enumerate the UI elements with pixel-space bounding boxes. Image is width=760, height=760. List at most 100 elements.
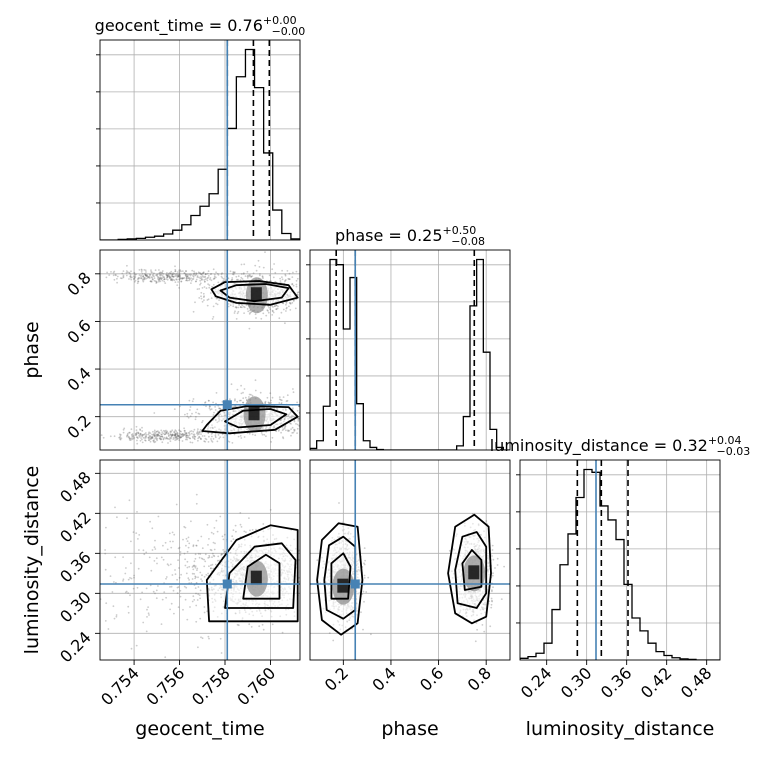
sample-point xyxy=(189,606,191,608)
sample-point xyxy=(142,549,145,552)
sample-point xyxy=(126,271,129,273)
sample-point xyxy=(152,434,155,437)
sample-point xyxy=(271,305,273,307)
sample-point xyxy=(207,270,210,273)
sample-point xyxy=(288,301,291,304)
sample-point xyxy=(120,437,123,440)
sample-point xyxy=(198,430,201,433)
sample-point xyxy=(142,279,144,282)
sample-point xyxy=(215,302,218,305)
sample-point xyxy=(248,313,251,315)
sample-point xyxy=(326,429,328,431)
sample-point xyxy=(160,433,163,436)
sample-point xyxy=(243,263,246,266)
sample-point xyxy=(192,430,195,433)
sample-point xyxy=(163,278,166,281)
sample-point xyxy=(172,275,174,278)
sample-point xyxy=(304,542,306,544)
sample-point xyxy=(169,430,172,433)
sample-point xyxy=(123,427,126,430)
sample-point xyxy=(150,280,153,283)
sample-point xyxy=(71,551,73,553)
sample-point xyxy=(130,540,132,543)
sample-point xyxy=(148,437,151,440)
sample-point xyxy=(105,526,107,529)
sample-point xyxy=(271,436,274,439)
sample-point xyxy=(291,432,294,434)
sample-point xyxy=(296,423,299,426)
sample-point xyxy=(171,574,174,576)
sample-point xyxy=(246,277,249,279)
sample-point xyxy=(181,433,184,435)
sample-point xyxy=(140,271,143,273)
sample-point xyxy=(202,272,204,275)
sample-point xyxy=(134,275,137,278)
sample-point xyxy=(171,434,174,437)
sample-point xyxy=(186,618,189,621)
sample-point xyxy=(155,433,158,436)
sample-point xyxy=(221,535,224,538)
sample-point xyxy=(209,427,212,429)
sample-point xyxy=(221,433,224,436)
sample-point xyxy=(233,312,236,314)
sample-point xyxy=(132,434,135,437)
sample-point xyxy=(202,271,205,274)
sample-point xyxy=(128,439,131,441)
sample-point xyxy=(92,633,94,635)
sample-point xyxy=(254,389,257,392)
sample-point xyxy=(251,275,254,277)
sample-point xyxy=(218,417,220,420)
sample-point xyxy=(182,435,184,437)
sample-point xyxy=(130,270,132,273)
sample-point xyxy=(230,425,233,428)
panel-content xyxy=(100,251,328,445)
sample-point xyxy=(170,433,173,436)
sample-point xyxy=(189,278,191,281)
sample-point xyxy=(234,410,237,412)
sample-point xyxy=(191,412,193,415)
sample-point xyxy=(241,306,243,309)
sample-point xyxy=(136,436,139,439)
sample-point xyxy=(122,274,125,277)
sample-point xyxy=(154,435,156,438)
sample-point xyxy=(148,273,151,276)
sample-point xyxy=(160,278,163,281)
sample-point xyxy=(228,413,231,416)
sample-point xyxy=(129,272,131,275)
sample-point xyxy=(282,437,285,440)
sample-point xyxy=(191,400,194,403)
sample-point xyxy=(135,644,138,647)
sample-point xyxy=(293,429,296,431)
sample-point xyxy=(112,271,115,274)
sample-point xyxy=(198,433,200,435)
sample-point xyxy=(231,277,234,279)
sample-point xyxy=(303,299,305,301)
sample-point xyxy=(237,306,240,309)
sample-point xyxy=(161,598,164,601)
sample-point xyxy=(239,279,242,282)
sample-point xyxy=(140,269,143,271)
sample-point xyxy=(305,295,307,297)
sample-point xyxy=(280,418,283,421)
sample-point xyxy=(198,594,201,596)
sample-point xyxy=(290,423,292,425)
sample-point xyxy=(169,586,171,588)
sample-point xyxy=(178,275,181,278)
sample-point xyxy=(161,436,164,438)
sample-point xyxy=(200,291,203,294)
sample-point xyxy=(171,434,174,437)
sample-point xyxy=(180,436,183,439)
sample-point xyxy=(231,429,233,432)
sample-point xyxy=(168,438,171,441)
sample-point xyxy=(211,435,213,438)
sample-point xyxy=(146,275,148,278)
sample-point xyxy=(159,438,162,441)
sample-point xyxy=(194,274,197,277)
sample-point xyxy=(187,546,190,549)
sample-point xyxy=(175,438,178,441)
sample-point xyxy=(193,433,196,436)
sample-point xyxy=(175,275,178,277)
sample-point xyxy=(297,420,300,422)
sample-point xyxy=(154,548,157,550)
sample-point xyxy=(242,401,245,404)
